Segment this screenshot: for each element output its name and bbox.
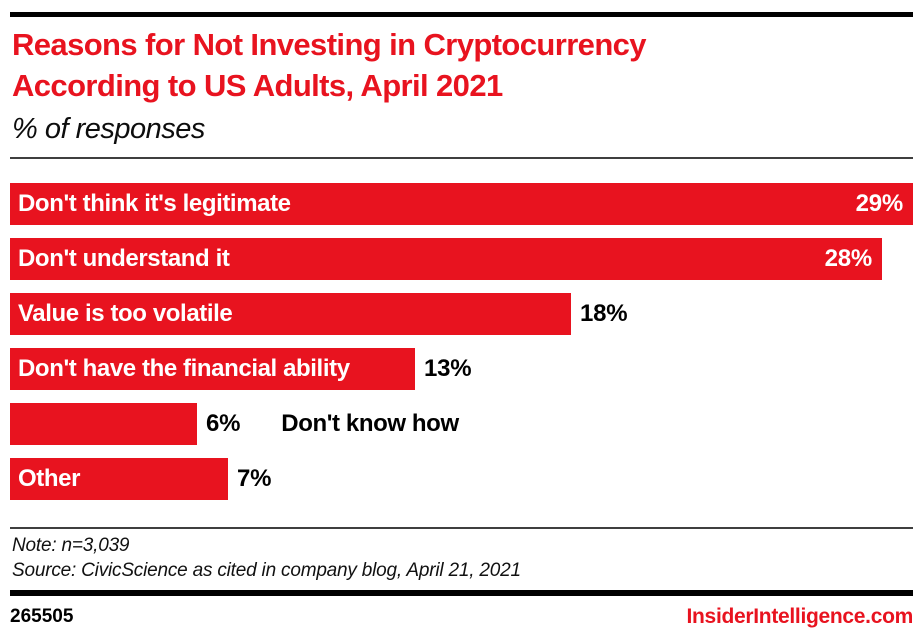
chart-subtitle: % of responses [12,113,205,146]
bar-row-legitimate: Don't think it's legitimate 29% [10,183,913,226]
bar-value-label: 18% [580,300,628,328]
header-divider [10,157,913,160]
bar-row-understand: Don't understand it 28% [10,238,913,281]
bottom-divider-bar [10,590,913,597]
chart-page: Reasons for Not Investing in Cryptocurre… [0,12,922,643]
brand-link[interactable]: InsiderIntelligence.com [686,605,914,629]
bar-value-label: 6% [206,410,241,438]
footer: 265505 InsiderIntelligence.com [10,605,913,629]
bar: Other [10,458,228,501]
bar-value-label: 28% [824,245,873,273]
bar: Don't have the financial ability [10,348,415,391]
bar-value-label: 13% [424,355,472,383]
bar [10,403,197,446]
chart-title-line1: Reasons for Not Investing in Cryptocurre… [12,27,647,62]
bar-category-label: Don't have the financial ability [18,355,350,383]
bar-row-know-how: 6% Don't know how [10,403,913,446]
bar-value-label: 29% [855,190,904,218]
bar-row-financial-ability: Don't have the financial ability 13% [10,348,913,391]
chart-notes: Note: n=3,039 Source: CivicScience as ci… [12,533,913,583]
source-text: Source: CivicScience as cited in company… [12,560,521,582]
bar-row-volatile: Value is too volatile 18% [10,293,913,336]
chart-title: Reasons for Not Investing in Cryptocurre… [12,24,913,106]
top-divider-bar [10,12,913,17]
bar-category-label: Don't know how [281,410,459,438]
chart-id: 265505 [10,606,74,628]
notes-divider [10,527,913,530]
bar-category-label: Other [18,465,81,493]
bar-chart: Don't think it's legitimate 29% Don't un… [10,183,913,501]
bar-category-label: Don't understand it [18,245,230,273]
bar-value-label: 7% [237,465,272,493]
chart-title-line2: According to US Adults, April 2021 [12,68,503,104]
bar-row-other: Other 7% [10,458,913,501]
bar: Value is too volatile [10,293,571,336]
bar: Don't think it's legitimate 29% [10,183,913,226]
note-text: Note: n=3,039 [12,535,130,557]
bar-category-label: Don't think it's legitimate [18,190,291,218]
bar-category-label: Value is too volatile [18,300,233,328]
bar: Don't understand it 28% [10,238,882,281]
